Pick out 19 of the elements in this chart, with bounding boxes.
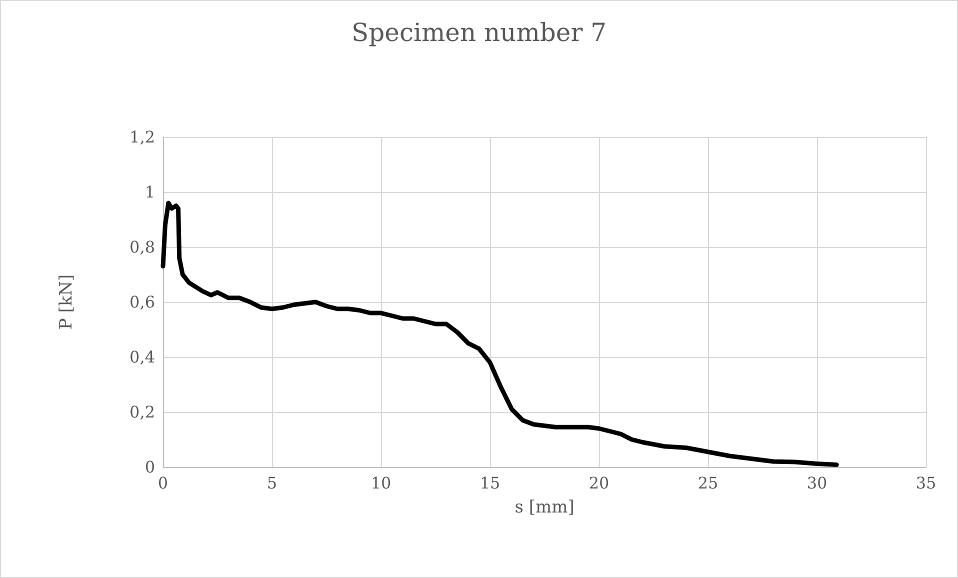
x-axis-title: s [mm] xyxy=(514,498,574,518)
y-tick-label: 0,6 xyxy=(130,292,155,312)
chart-title: Specimen number 7 xyxy=(352,18,606,47)
y-tick-label: 0,2 xyxy=(130,402,155,422)
line-series xyxy=(160,200,839,468)
y-tick-label: 1 xyxy=(144,182,155,202)
y-axis-title: P [kN] xyxy=(56,274,76,330)
y-tick-label: 0,8 xyxy=(130,238,155,256)
x-tick-label: 15 xyxy=(480,474,500,492)
x-tick-label: 35 xyxy=(916,474,936,492)
x-tick-label: 0 xyxy=(158,474,168,492)
y-tick-label: 1,2 xyxy=(130,128,155,146)
x-tick-label: 5 xyxy=(266,474,278,492)
y-tick-label: 0 xyxy=(144,458,155,476)
x-tick-label: 25 xyxy=(698,474,718,492)
x-tick-label: 30 xyxy=(806,474,828,492)
x-tick-label: 10 xyxy=(370,474,392,492)
x-tick-label: 20 xyxy=(588,474,610,492)
y-tick-label: 0,4 xyxy=(130,348,155,366)
